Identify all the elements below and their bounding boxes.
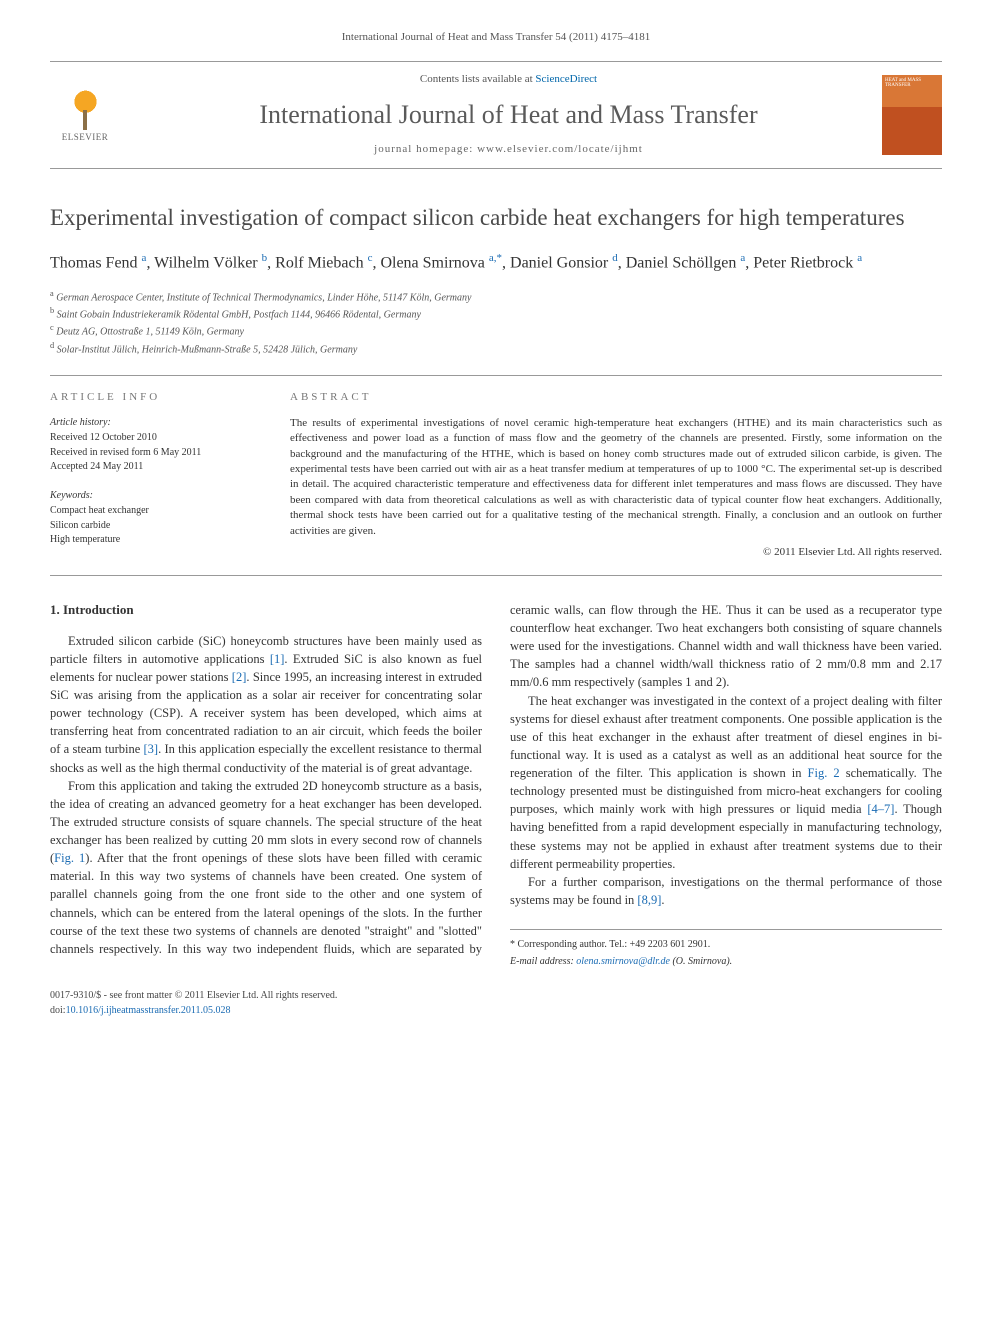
abstract-copyright: © 2011 Elsevier Ltd. All rights reserved… [290, 545, 942, 561]
section-1-heading: 1. Introduction [50, 601, 482, 620]
body-columns: 1. Introduction Extruded silicon carbide… [50, 601, 942, 969]
history-revised: Received in revised form 6 May 2011 [50, 446, 260, 461]
corr-marker: * [510, 939, 515, 950]
ref-4-7[interactable]: [4–7] [867, 802, 894, 816]
publisher-name: ELSEVIER [62, 131, 109, 144]
article-info-heading: ARTICLE INFO [50, 390, 260, 406]
corresponding-author-line: * Corresponding author. Tel.: +49 2203 6… [510, 938, 942, 953]
history-accepted: Accepted 24 May 2011 [50, 460, 260, 475]
article-title: Experimental investigation of compact si… [50, 204, 942, 233]
email-line: E-mail address: olena.smirnova@dlr.de (O… [510, 955, 942, 970]
header-center: Contents lists available at ScienceDirec… [135, 72, 882, 158]
doi-prefix: doi: [50, 1005, 66, 1016]
email-link[interactable]: olena.smirnova@dlr.de [576, 956, 670, 967]
abstract-heading: ABSTRACT [290, 390, 942, 406]
homepage-url[interactable]: www.elsevier.com/locate/ijhmt [477, 143, 643, 155]
history-received: Received 12 October 2010 [50, 431, 260, 446]
cover-title: HEAT and MASS TRANSFER [885, 78, 942, 89]
affiliation-line: a German Aerospace Center, Institute of … [50, 288, 942, 305]
fig-1-link[interactable]: Fig. 1 [54, 851, 85, 865]
issn-copyright: 0017-9310/$ - see front matter © 2011 El… [50, 989, 942, 1004]
abstract-column: ABSTRACT The results of experimental inv… [290, 390, 942, 561]
email-label: E-mail address: [510, 956, 574, 967]
ref-1[interactable]: [1] [270, 652, 285, 666]
contents-line: Contents lists available at ScienceDirec… [135, 72, 882, 88]
article-info-column: ARTICLE INFO Article history: Received 1… [50, 390, 260, 561]
doi-line: doi:10.1016/j.ijheatmasstransfer.2011.05… [50, 1004, 942, 1019]
affiliations: a German Aerospace Center, Institute of … [50, 288, 942, 357]
article-meta-row: ARTICLE INFO Article history: Received 1… [50, 375, 942, 576]
elsevier-tree-icon [63, 86, 108, 131]
affiliation-line: b Saint Gobain Industriekeramik Rödental… [50, 305, 942, 322]
sciencedirect-link[interactable]: ScienceDirect [535, 73, 597, 85]
keyword-3: High temperature [50, 533, 260, 548]
keywords-label: Keywords: [50, 489, 260, 504]
journal-title: International Journal of Heat and Mass T… [135, 96, 882, 134]
doi-link[interactable]: 10.1016/j.ijheatmasstransfer.2011.05.028 [66, 1005, 231, 1016]
homepage-prefix: journal homepage: [374, 143, 477, 155]
contents-prefix: Contents lists available at [420, 73, 535, 85]
journal-header: ELSEVIER Contents lists available at Sci… [50, 61, 942, 169]
ref-3[interactable]: [3] [144, 742, 159, 756]
journal-homepage: journal homepage: www.elsevier.com/locat… [135, 142, 882, 158]
keyword-2: Silicon carbide [50, 519, 260, 534]
author-list: Thomas Fend a, Wilhelm Völker b, Rolf Mi… [50, 250, 942, 275]
journal-cover-thumbnail[interactable]: HEAT and MASS TRANSFER [882, 75, 942, 155]
affiliation-line: c Deutz AG, Ottostraße 1, 51149 Köln, Ge… [50, 322, 942, 339]
journal-reference: International Journal of Heat and Mass T… [50, 30, 942, 46]
fig-2-link[interactable]: Fig. 2 [808, 766, 840, 780]
bottom-bar: 0017-9310/$ - see front matter © 2011 El… [50, 981, 942, 1018]
elsevier-logo[interactable]: ELSEVIER [50, 80, 120, 150]
corresponding-author-footer: * Corresponding author. Tel.: +49 2203 6… [510, 929, 942, 969]
keyword-1: Compact heat exchanger [50, 504, 260, 519]
body-p3: The heat exchanger was investigated in t… [510, 692, 942, 873]
history-label: Article history: [50, 416, 260, 431]
ref-2[interactable]: [2] [232, 670, 247, 684]
affiliation-line: d Solar-Institut Jülich, Heinrich-Mußman… [50, 340, 942, 357]
ref-8-9[interactable]: [8,9] [637, 893, 661, 907]
body-p1: Extruded silicon carbide (SiC) honeycomb… [50, 632, 482, 777]
body-p4: For a further comparison, investigations… [510, 873, 942, 909]
abstract-text: The results of experimental investigatio… [290, 416, 942, 539]
email-person: (O. Smirnova). [672, 956, 732, 967]
corr-text: Corresponding author. Tel.: +49 2203 601… [518, 939, 711, 950]
